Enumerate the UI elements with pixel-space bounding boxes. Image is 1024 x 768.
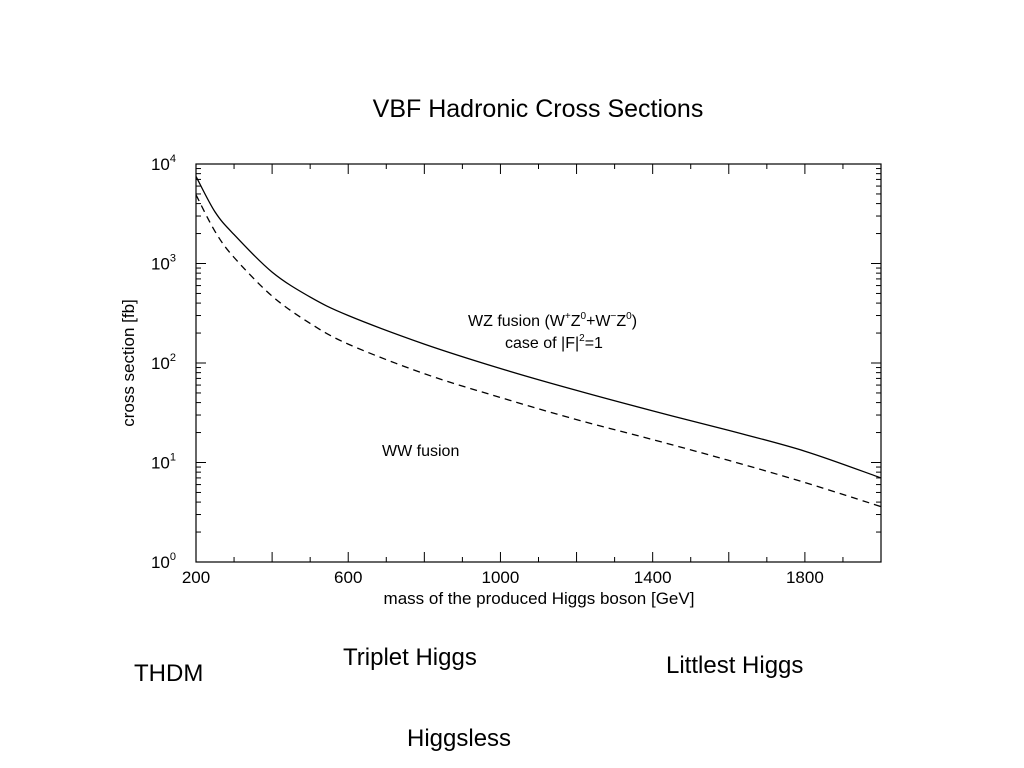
y-axis-label: cross section [fb] [119, 299, 138, 427]
label-thdm: THDM [134, 660, 204, 687]
x-tick-label: 1400 [634, 568, 672, 587]
x-tick-label: 1800 [786, 568, 824, 587]
label-triplet-higgs: Triplet Higgs [343, 644, 477, 671]
chart-title: VBF Hadronic Cross Sections [373, 95, 704, 123]
x-tick-label: 600 [334, 568, 362, 587]
annotation-wz-fusion: WZ fusion (W+Z0+W−Z0) [468, 311, 637, 330]
annotation-case-f: case of |F|2=1 [505, 333, 603, 352]
series-line-solid [195, 176, 882, 479]
x-axis-label: mass of the produced Higgs boson [GeV] [384, 589, 695, 608]
x-tick-label: 1000 [482, 568, 520, 587]
x-tick-label: 200 [182, 568, 210, 587]
y-tick-label: 100 [151, 551, 176, 572]
y-tick-label: 101 [151, 452, 176, 473]
annotation-ww-fusion: WW fusion [382, 443, 459, 460]
label-littlest-higgs: Littlest Higgs [666, 652, 804, 679]
series-line-dashed [195, 194, 882, 508]
y-tick-label: 104 [151, 153, 176, 174]
plot-area: 200 600 1000 1400 1800 100 101 102 103 104 [151, 153, 882, 587]
y-tick-label: 102 [151, 352, 176, 373]
plot-frame [195, 163, 882, 563]
label-higgsless: Higgsless [407, 725, 512, 752]
y-tick-label: 103 [151, 253, 176, 274]
